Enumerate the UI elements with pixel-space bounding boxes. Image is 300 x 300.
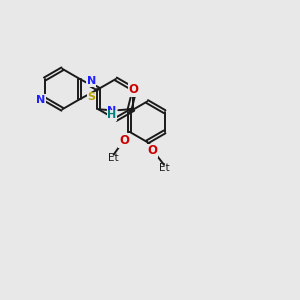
Text: N: N — [87, 76, 96, 86]
Text: H: H — [107, 110, 116, 120]
Text: Et: Et — [159, 164, 170, 173]
Text: N: N — [107, 106, 116, 116]
Text: N: N — [36, 95, 46, 105]
Text: Et: Et — [108, 153, 119, 163]
Text: O: O — [119, 134, 129, 147]
Text: O: O — [128, 83, 138, 97]
Text: O: O — [148, 144, 158, 157]
Text: S: S — [87, 92, 95, 102]
